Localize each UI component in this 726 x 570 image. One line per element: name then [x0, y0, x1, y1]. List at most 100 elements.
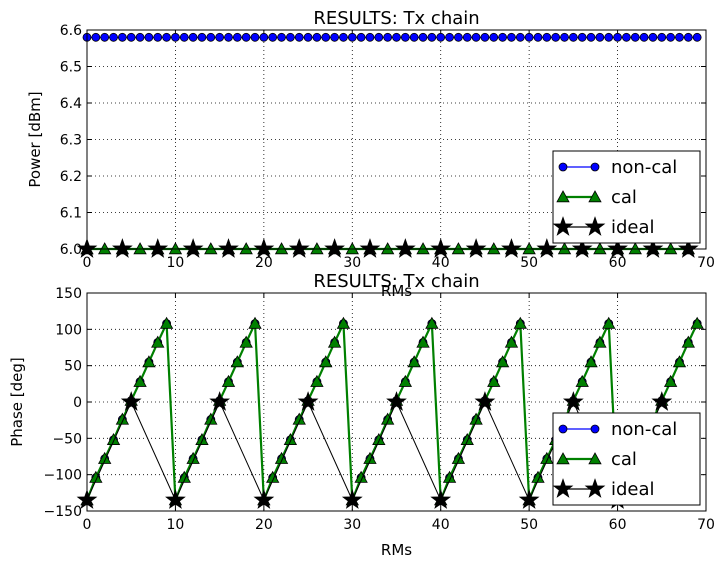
- x-tick-label: 20: [255, 517, 273, 533]
- data-point: [518, 489, 540, 509]
- data-point: [197, 32, 207, 42]
- data-point: [394, 238, 416, 258]
- data-point: [106, 432, 121, 445]
- data-point: [630, 32, 640, 42]
- data-point: [480, 32, 490, 42]
- data-point: [536, 238, 558, 258]
- x-tick-label: 70: [697, 255, 715, 271]
- data-point: [690, 316, 704, 329]
- data-point: [330, 32, 340, 42]
- y-tick-label: 6.3: [60, 133, 82, 149]
- data-point: [120, 391, 142, 411]
- legend-marker: [556, 452, 570, 465]
- legend-marker: [588, 190, 602, 203]
- axes-frame: [86, 292, 707, 512]
- data-point: [347, 32, 357, 42]
- data-point: [487, 374, 501, 387]
- data-point: [153, 32, 163, 42]
- data-point: [557, 242, 572, 255]
- data-point: [586, 32, 596, 42]
- data-point: [584, 355, 598, 368]
- x-tick-label: 10: [167, 517, 185, 533]
- data-point: [179, 32, 189, 42]
- data-point: [672, 355, 687, 368]
- legend-marker: [552, 216, 574, 236]
- legend-marker: [584, 478, 606, 498]
- x-tick-label: 50: [520, 255, 538, 271]
- y-tick-label: 150: [55, 286, 82, 302]
- data-point: [277, 32, 286, 42]
- data-point: [542, 32, 552, 42]
- x-axis-label: RMs: [381, 282, 412, 300]
- y-tick-label: −150: [44, 504, 82, 520]
- legend-label: ideal: [611, 479, 655, 500]
- data-point: [657, 32, 667, 42]
- data-point: [345, 242, 359, 255]
- legend-marker: [556, 190, 570, 203]
- legend-marker: [552, 478, 574, 498]
- legend-label: non-cal: [611, 157, 677, 178]
- data-point: [224, 32, 233, 42]
- data-point: [427, 32, 437, 42]
- data-point: [453, 32, 463, 42]
- data-point: [372, 432, 386, 445]
- data-point: [239, 335, 253, 348]
- data-point: [91, 32, 101, 42]
- data-point: [356, 32, 366, 42]
- data-point: [498, 32, 508, 42]
- y-axis-label: Power [dBm]: [26, 91, 44, 187]
- data-point: [239, 242, 253, 255]
- grid: [87, 30, 706, 249]
- data-point: [339, 32, 348, 42]
- data-point: [386, 391, 407, 411]
- data-point: [648, 32, 658, 42]
- data-point: [327, 335, 342, 348]
- data-point: [436, 32, 446, 42]
- data-point: [568, 32, 578, 42]
- data-point: [409, 32, 419, 42]
- data-point: [204, 412, 218, 425]
- grid: [87, 293, 706, 511]
- data-point: [241, 32, 251, 42]
- legend-marker: [588, 452, 602, 465]
- data-point: [310, 242, 324, 255]
- data-point: [622, 32, 631, 42]
- data-point: [147, 238, 169, 258]
- data-point: [177, 470, 191, 483]
- data-point: [507, 32, 516, 42]
- y-tick-label: 6.2: [60, 169, 82, 185]
- x-tick-label: 30: [343, 255, 361, 271]
- x-tick-label: 60: [609, 517, 627, 533]
- data-point: [398, 374, 413, 387]
- x-tick-label: 0: [83, 517, 92, 533]
- legend-label: ideal: [611, 217, 655, 238]
- data-point: [162, 32, 171, 42]
- x-tick-label: 50: [520, 517, 538, 533]
- x-tick-label: 70: [697, 517, 715, 533]
- data-point: [562, 391, 584, 411]
- data-point: [465, 238, 487, 258]
- data-point: [274, 242, 289, 255]
- legend-marker: [590, 162, 600, 172]
- data-point: [324, 238, 345, 258]
- data-point: [168, 242, 183, 255]
- data-point: [460, 432, 474, 445]
- legend-label: cal: [611, 187, 637, 208]
- data-point: [593, 335, 607, 348]
- data-point: [445, 32, 454, 42]
- data-point: [230, 355, 245, 368]
- y-tick-label: 6.0: [60, 242, 82, 258]
- data-point: [312, 32, 322, 42]
- data-point: [513, 316, 527, 329]
- data-point: [639, 32, 649, 42]
- chart-title: RESULTS: Tx chain: [313, 8, 479, 29]
- axes-frame: [86, 29, 707, 250]
- data-point: [109, 32, 118, 42]
- series-non-cal: [82, 32, 702, 42]
- data-point: [666, 32, 676, 42]
- data-point: [188, 32, 198, 42]
- data-point: [259, 32, 269, 42]
- data-point: [628, 242, 642, 255]
- legend-marker: [558, 424, 568, 434]
- data-point: [692, 32, 702, 42]
